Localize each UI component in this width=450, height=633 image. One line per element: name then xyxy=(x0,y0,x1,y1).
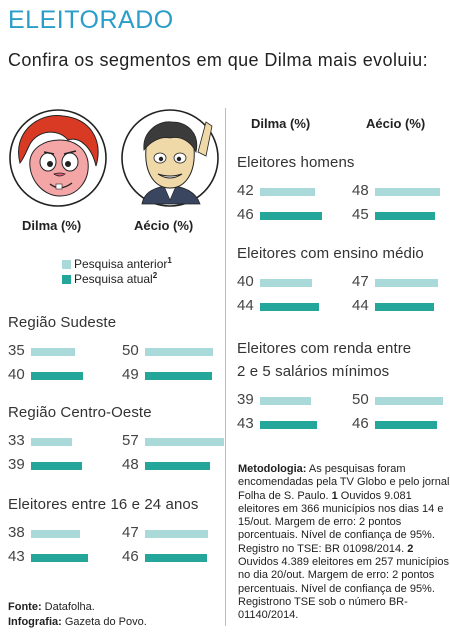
dilma-bar-previous xyxy=(260,397,311,405)
aecio-bar-current xyxy=(375,303,434,311)
aecio-value-label: 45 xyxy=(352,206,369,223)
aecio-value-label: 46 xyxy=(122,548,139,565)
source-label: Fonte: xyxy=(8,601,42,613)
dilma-value-label: 44 xyxy=(237,297,254,314)
legend-current-label: Pesquisa atual xyxy=(74,272,153,286)
dilma-value-label: 38 xyxy=(8,524,25,541)
legend-previous: Pesquisa anterior1 xyxy=(74,256,172,271)
aecio-value-label: 46 xyxy=(352,415,369,432)
segment-title: Região Sudeste xyxy=(8,314,117,331)
dilma-bar-previous xyxy=(31,530,80,538)
dilma-bar-previous xyxy=(260,279,313,287)
source-line: Fonte: Datafolha. xyxy=(8,601,95,613)
legend-swatch-current xyxy=(62,275,71,284)
aecio-bar-previous xyxy=(145,530,209,538)
right-header-dilma: Dilma (%) xyxy=(251,116,311,131)
legend-previous-label: Pesquisa anterior xyxy=(74,257,168,271)
dilma-bar-current xyxy=(260,212,322,220)
aecio-value-label: 47 xyxy=(352,273,369,290)
methodology-label: Metodologia: xyxy=(238,463,307,475)
aecio-bar-current xyxy=(375,421,437,429)
aecio-bar-current xyxy=(145,462,210,470)
segment-title: Região Centro-Oeste xyxy=(8,404,152,421)
dilma-value-label: 39 xyxy=(8,456,25,473)
aecio-value-label: 48 xyxy=(122,456,139,473)
segment-title: Eleitores homens xyxy=(237,154,355,171)
segment-title: Eleitores com renda entre xyxy=(237,340,412,357)
segment-title: 2 e 5 salários mínimos xyxy=(237,363,390,380)
dilma-bar-previous xyxy=(260,188,316,196)
dilma-label: Dilma (%) xyxy=(22,218,82,233)
dilma-value-label: 43 xyxy=(237,415,254,432)
aecio-value-label: 50 xyxy=(122,342,139,359)
dilma-bar-current xyxy=(31,462,82,470)
aecio-bar-previous xyxy=(145,348,214,356)
dilma-value-label: 35 xyxy=(8,342,25,359)
methodology-ref1: 1 xyxy=(331,489,338,502)
dilma-value-label: 43 xyxy=(8,548,25,565)
column-divider xyxy=(225,108,226,626)
aecio-bar-previous xyxy=(145,438,225,446)
aecio-bar-previous xyxy=(375,279,439,287)
aecio-label: Aécio (%) xyxy=(134,218,194,233)
aecio-bar-current xyxy=(145,372,212,380)
source-value: Datafolha. xyxy=(44,601,95,613)
aecio-bar-previous xyxy=(375,188,440,196)
methodology-note: Metodologia: As pesquisas foram encomend… xyxy=(238,463,450,623)
methodology-ref2: 2 xyxy=(407,542,414,555)
segment-title: Eleitores com ensino médio xyxy=(237,245,424,262)
legend-previous-ref: 1 xyxy=(167,256,172,265)
legend-current: Pesquisa atual2 xyxy=(74,271,157,286)
dilma-value-label: 42 xyxy=(237,182,254,199)
aecio-value-label: 50 xyxy=(352,391,369,408)
aecio-bar-current xyxy=(145,554,207,562)
dilma-bar-current xyxy=(31,372,84,380)
dilma-bar-current xyxy=(260,303,319,311)
dilma-value-label: 40 xyxy=(237,273,254,290)
methodology-text1: Ouvidos 9.081 eleitores em 366 município… xyxy=(238,489,444,555)
methodology-text2: Ouvidos 4.389 eleitores em 257 município… xyxy=(238,556,449,622)
dilma-value-label: 39 xyxy=(237,391,254,408)
aecio-bar-current xyxy=(375,212,436,220)
legend-current-ref: 2 xyxy=(152,271,158,280)
aecio-value-label: 48 xyxy=(352,182,369,199)
aecio-value-label: 57 xyxy=(122,432,139,449)
infographic-value: Gazeta do Povo. xyxy=(64,616,147,628)
legend-swatch-previous xyxy=(62,260,71,269)
aecio-caricature xyxy=(121,109,219,207)
dilma-bar-current xyxy=(31,554,88,562)
dilma-value-label: 40 xyxy=(8,366,25,383)
methodology-intro: As pesquisas foram encomendadas pela TV … xyxy=(238,463,450,502)
aecio-value-label: 44 xyxy=(352,297,369,314)
dilma-bar-current xyxy=(260,421,317,429)
aecio-value-label: 49 xyxy=(122,366,139,383)
dilma-bar-previous xyxy=(31,348,76,356)
segment-title: Eleitores entre 16 e 24 anos xyxy=(8,496,199,513)
dilma-value-label: 46 xyxy=(237,206,254,223)
infographic-subtitle: Confira os segmentos em que Dilma mais e… xyxy=(8,50,428,70)
dilma-bar-previous xyxy=(31,438,72,446)
infographic-line: Infografia: Gazeta do Povo. xyxy=(8,616,147,628)
right-header-aecio: Aécio (%) xyxy=(366,116,426,131)
dilma-caricature xyxy=(9,109,107,207)
aecio-value-label: 47 xyxy=(122,524,139,541)
dilma-value-label: 33 xyxy=(8,432,25,449)
infographic-label: Infografia: xyxy=(8,616,62,628)
infographic-title: ELEITORADO xyxy=(8,6,174,34)
aecio-bar-previous xyxy=(375,397,444,405)
